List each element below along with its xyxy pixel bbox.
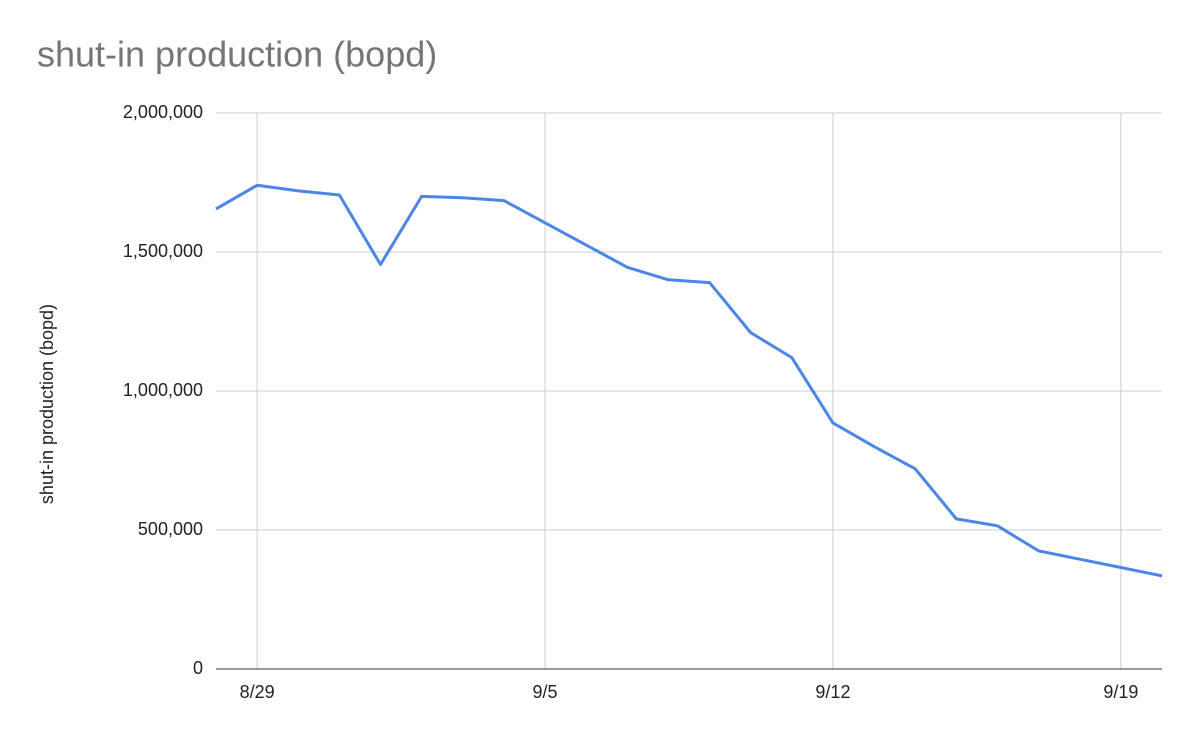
y-tick-label: 1,500,000 bbox=[123, 241, 203, 261]
y-tick-label: 1,000,000 bbox=[123, 380, 203, 400]
y-tick-label: 500,000 bbox=[138, 519, 203, 539]
x-tick-label: 9/19 bbox=[1103, 682, 1138, 702]
x-tick-label: 9/5 bbox=[533, 682, 558, 702]
chart-title: shut-in production (bopd) bbox=[37, 34, 437, 75]
y-tick-label: 2,000,000 bbox=[123, 102, 203, 122]
y-tick-label: 0 bbox=[193, 658, 203, 678]
y-axis-label: shut-in production (bopd) bbox=[37, 304, 57, 504]
x-tick-label: 9/12 bbox=[815, 682, 850, 702]
x-tick-label: 8/29 bbox=[240, 682, 275, 702]
data-line bbox=[215, 183, 1163, 578]
